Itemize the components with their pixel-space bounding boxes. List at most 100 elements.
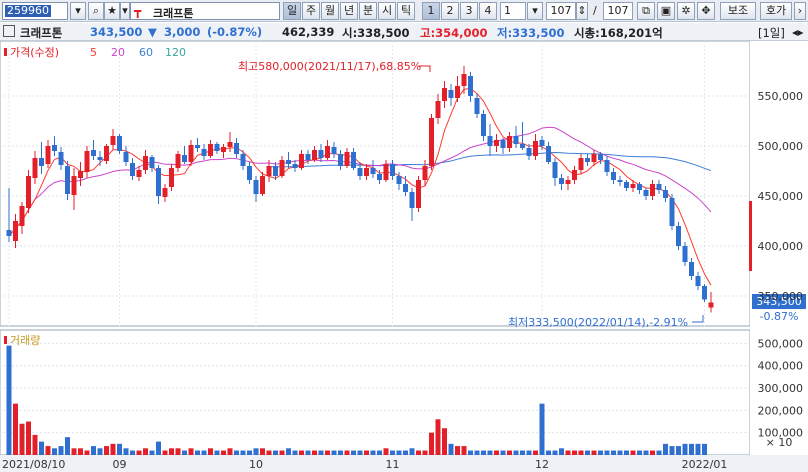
info-expand-icon[interactable]: ◂▸ bbox=[792, 25, 804, 39]
volume-bar bbox=[19, 423, 25, 455]
candle-body bbox=[149, 157, 155, 168]
date-tick-label: 10 bbox=[249, 458, 263, 471]
high-annotation-arrow bbox=[418, 65, 431, 72]
candle-body bbox=[617, 180, 623, 182]
period-week-button[interactable]: 주 bbox=[302, 2, 320, 20]
candle-body bbox=[461, 74, 467, 86]
volume-bar bbox=[656, 450, 662, 455]
toolbar-more-icon[interactable]: › bbox=[794, 2, 806, 20]
volume-bar bbox=[500, 450, 506, 455]
date-tick-label: 2022/01 bbox=[682, 458, 728, 471]
search-icon[interactable]: ⌕ bbox=[88, 2, 104, 20]
candle-body bbox=[32, 158, 38, 178]
volume-bar bbox=[396, 450, 402, 455]
volume-bar bbox=[494, 450, 499, 455]
candle-body bbox=[637, 184, 642, 190]
aux-button[interactable]: 보조 bbox=[720, 2, 756, 20]
price-tick-label: 550,000 bbox=[758, 90, 804, 103]
volume-tick-label: 100,000 bbox=[758, 427, 804, 440]
price-legend: 가격(수정) 5 20 60 120 bbox=[4, 46, 186, 59]
candle-body bbox=[97, 157, 103, 160]
volume-bar bbox=[110, 443, 116, 455]
period-minute-button[interactable]: 분 bbox=[359, 2, 377, 20]
volume-bar bbox=[507, 450, 512, 455]
volume-bar bbox=[409, 448, 415, 455]
favorite-star-icon[interactable]: ★ bbox=[104, 2, 120, 20]
save-icon[interactable]: ▣ bbox=[657, 2, 675, 20]
interval-input[interactable]: 1 bbox=[500, 2, 526, 20]
volume-bar bbox=[208, 448, 213, 455]
candle-body bbox=[26, 176, 31, 208]
candle-body bbox=[507, 136, 512, 148]
price-legend-marker bbox=[4, 48, 7, 56]
candle-body bbox=[260, 176, 265, 194]
volume-bar bbox=[416, 450, 421, 455]
candle-body bbox=[500, 140, 506, 148]
candle-body bbox=[104, 146, 109, 161]
candle-body bbox=[110, 136, 116, 145]
interval-1-button[interactable]: 1 bbox=[422, 2, 440, 20]
candle-body bbox=[279, 160, 285, 176]
candle-body bbox=[383, 164, 389, 180]
candle-body bbox=[221, 147, 226, 152]
volume-unit-label: × 10 bbox=[766, 436, 793, 449]
favorite-dropdown-icon[interactable]: ▾ bbox=[120, 2, 130, 20]
current-price-box bbox=[752, 294, 806, 309]
new-window-icon[interactable]: ⧉ bbox=[637, 2, 655, 20]
high-annotation: 최고580,000(2021/11/17),68.85% bbox=[238, 60, 421, 73]
period-day-button[interactable]: 일 bbox=[283, 2, 301, 20]
candle-body bbox=[708, 302, 714, 308]
price-panel bbox=[0, 41, 751, 455]
stock-name-field[interactable]: ┳ 크래프톤 bbox=[130, 2, 280, 20]
volume-legend: 거래량 bbox=[4, 334, 40, 347]
volume-bar bbox=[637, 450, 642, 455]
interval-4-button[interactable]: 4 bbox=[479, 2, 497, 20]
candle-body bbox=[136, 170, 142, 177]
candle-body bbox=[182, 155, 187, 162]
period-month-button[interactable]: 월 bbox=[321, 2, 339, 20]
info-open: 시:338,500 bbox=[342, 26, 410, 40]
volume-bar bbox=[97, 448, 103, 455]
settings-gear-icon[interactable]: ✲ bbox=[677, 2, 695, 20]
interval-dropdown-icon[interactable]: ▾ bbox=[527, 2, 543, 20]
volume-panel bbox=[0, 329, 751, 456]
code-dropdown-button[interactable]: ▾ bbox=[70, 2, 86, 20]
candle-body bbox=[266, 166, 272, 176]
interval-2-button[interactable]: 2 bbox=[441, 2, 459, 20]
stock-chart[interactable]: 343,500 -0.87% 550,000 500,000 450,000 400,… bbox=[0, 41, 808, 472]
stock-code-input[interactable]: 259960 bbox=[2, 2, 68, 20]
volume-bar bbox=[344, 450, 350, 455]
volume-bar bbox=[617, 450, 623, 455]
volume-bar bbox=[91, 446, 96, 455]
volume-bar bbox=[149, 450, 155, 455]
period-year-button[interactable]: 년 bbox=[340, 2, 358, 20]
count-input[interactable]: 107 bbox=[546, 2, 576, 20]
period-hour-button[interactable]: 시 bbox=[378, 2, 396, 20]
candle-body bbox=[247, 166, 252, 180]
volume-bar bbox=[487, 450, 493, 455]
volume-bar bbox=[383, 448, 389, 455]
price-range-marker bbox=[749, 201, 752, 271]
period-tick-button[interactable]: 틱 bbox=[397, 2, 415, 20]
volume-bar bbox=[78, 448, 83, 455]
info-change-arrow: ▼ bbox=[148, 25, 157, 39]
candle-body bbox=[78, 171, 83, 178]
volume-tick-label: 200,000 bbox=[758, 404, 804, 417]
interval-3-button[interactable]: 3 bbox=[460, 2, 478, 20]
quote-button[interactable]: 호가 bbox=[760, 2, 792, 20]
volume-bar bbox=[468, 450, 473, 455]
move-crosshair-icon[interactable]: ✥ bbox=[697, 2, 715, 20]
volume-bar bbox=[273, 450, 278, 455]
candle-body bbox=[513, 136, 519, 144]
volume-bar bbox=[214, 450, 220, 455]
volume-bar bbox=[136, 450, 142, 455]
volume-bar bbox=[676, 446, 681, 455]
collapse-box-icon[interactable] bbox=[3, 25, 15, 37]
date-tick-label: 2021/08/10 bbox=[2, 458, 65, 471]
price-tick-label: 450,000 bbox=[758, 190, 804, 203]
volume-bar bbox=[455, 446, 460, 455]
count-spin-icon[interactable]: ⇕ bbox=[576, 2, 588, 20]
volume-bar bbox=[169, 448, 174, 455]
volume-bar bbox=[45, 446, 51, 455]
volume-bar bbox=[6, 345, 12, 455]
